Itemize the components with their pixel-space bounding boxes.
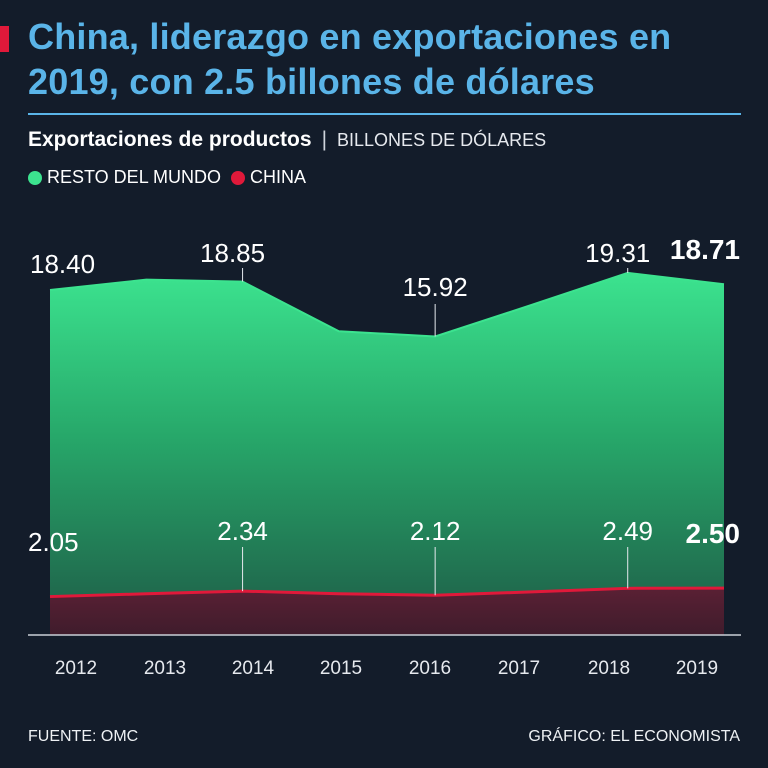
x-tick-label: 2018: [588, 658, 630, 679]
x-tick-label: 2013: [144, 658, 186, 679]
data-label-china: 2.12: [410, 516, 461, 546]
data-label-china: 2.34: [217, 516, 268, 546]
legend-label-china: CHINA: [250, 167, 307, 187]
legend-swatch-resto: [28, 170, 42, 185]
source-note: FUENTE: OMC: [28, 728, 139, 745]
data-label-china: 2.49: [602, 516, 653, 546]
data-label-resto: 18.71: [670, 234, 740, 265]
data-label-china: 2.05: [28, 527, 79, 557]
legend: RESTO DEL MUNDO CHINA: [28, 167, 316, 188]
unit-label: BILLONES DE DÓLARES: [337, 130, 547, 150]
legend-label-resto: RESTO DEL MUNDO: [47, 167, 222, 187]
x-tick-label: 2015: [320, 658, 362, 679]
subtitle-separator: |: [321, 128, 328, 151]
x-tick-label: 2012: [55, 658, 97, 679]
line-china: [49, 586, 725, 599]
data-label-resto: 18.40: [30, 249, 95, 279]
area-resto-del-mundo: [50, 272, 724, 635]
chart-title: China, liderazgo en exportaciones en 201…: [28, 16, 672, 102]
legend-swatch-china: [231, 170, 246, 185]
line-resto-del-mundo: [49, 271, 725, 338]
x-tick-label: 2014: [232, 658, 275, 679]
data-label-resto: 18.85: [200, 238, 265, 268]
data-label-resto: 19.31: [585, 238, 650, 268]
title-divider: [28, 113, 741, 115]
legend-item-resto: RESTO DEL MUNDO: [28, 167, 221, 188]
chart-subtitle: Exportaciones de productos | BILLONES DE D…: [28, 128, 546, 152]
data-label-resto: 15.92: [403, 272, 468, 302]
credit-note: GRÁFICO: EL ECONOMISTA: [528, 728, 740, 745]
legend-item-china: CHINA: [231, 167, 306, 188]
data-label-china: 2.50: [686, 518, 741, 549]
subtitle-text: Exportaciones de productos: [28, 128, 312, 151]
x-tick-label: 2017: [498, 658, 540, 679]
accent-bar: [0, 26, 9, 52]
area-china: [50, 588, 724, 635]
x-tick-label: 2016: [409, 658, 451, 679]
x-tick-label: 2019: [676, 658, 718, 679]
